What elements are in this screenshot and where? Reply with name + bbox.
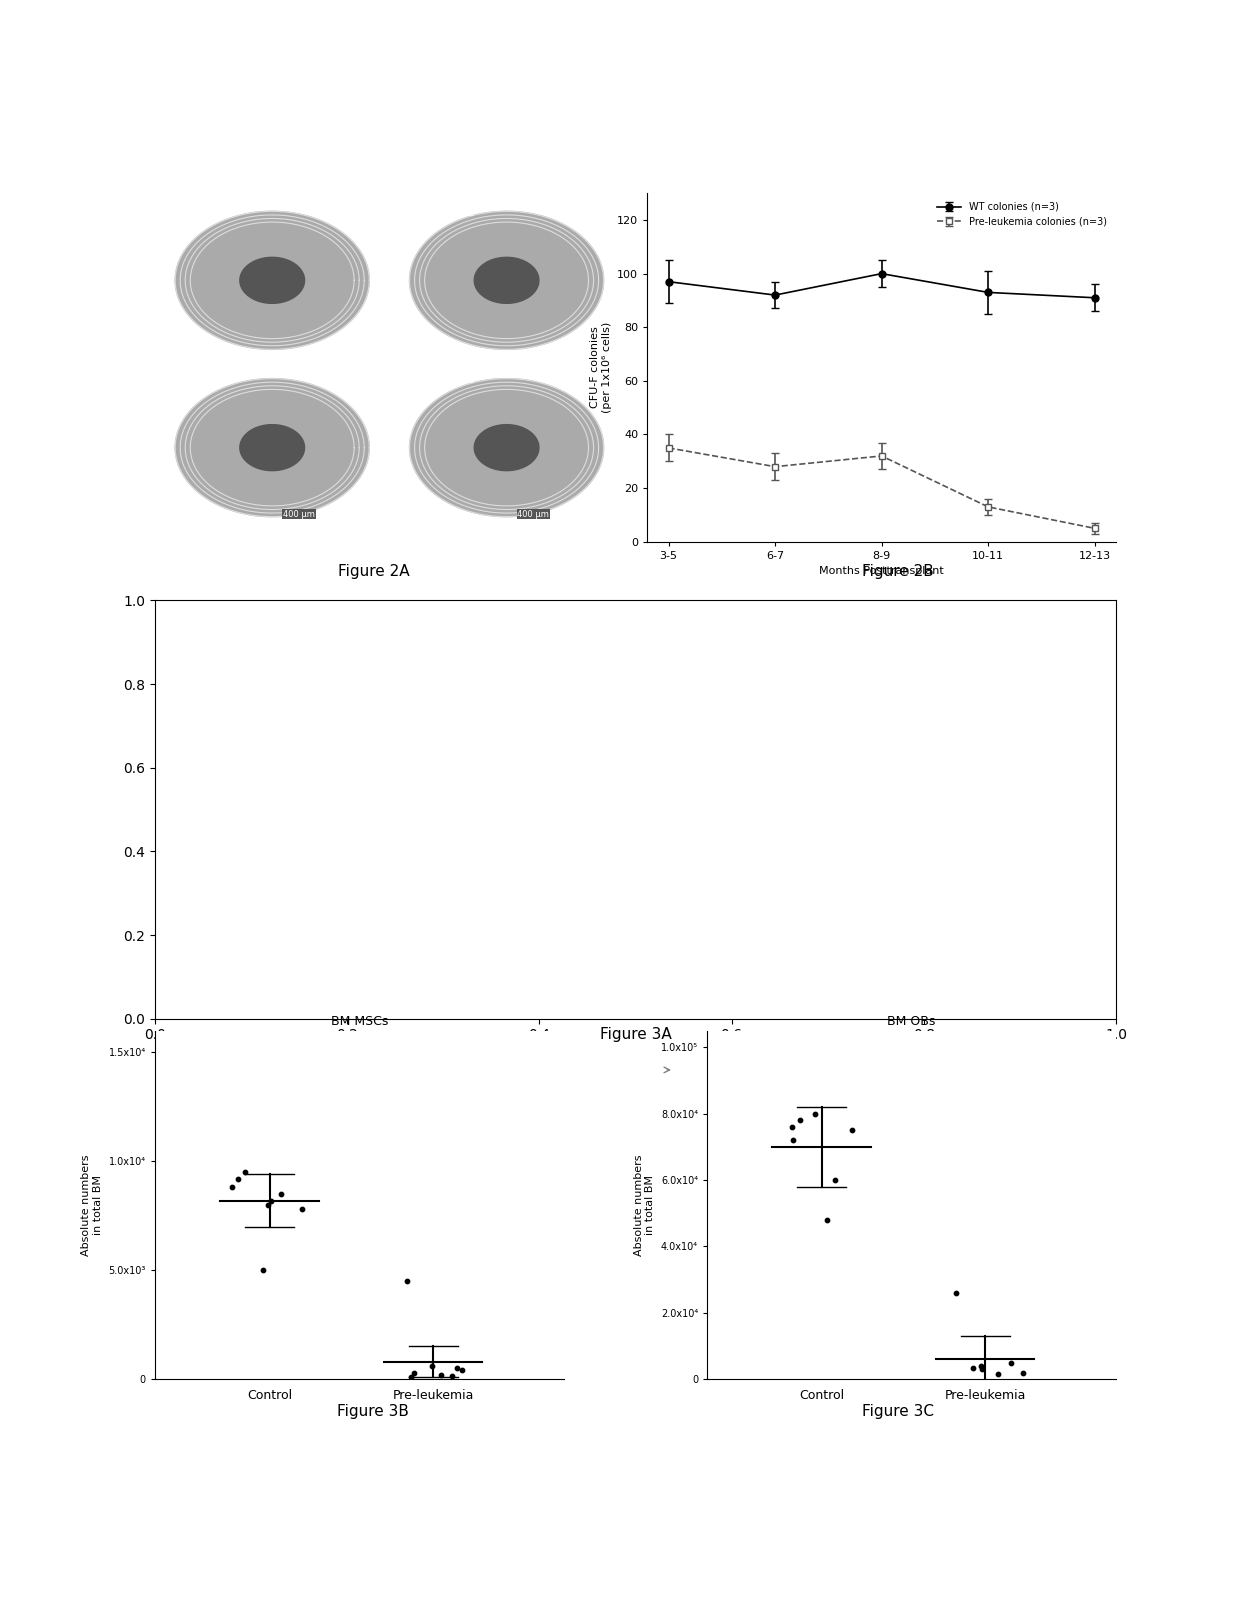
Point [236,1159,255,1185]
Y-axis label: Absolute numbers
in total BM: Absolute numbers in total BM [82,1154,103,1256]
Point [260,1188,280,1214]
Text: Control mouse: Control mouse [590,644,681,657]
Point [805,1101,825,1127]
Point [443,1364,463,1389]
Title: BM MSCs: BM MSCs [331,1014,388,1029]
Point [784,1127,804,1153]
Point [825,1167,844,1193]
Point [448,1356,467,1381]
Text: Figure 2A: Figure 2A [337,564,409,578]
Point [293,1196,312,1222]
Text: Figure 2B: Figure 2B [862,564,934,578]
Point [422,1352,441,1378]
Point [842,1117,862,1143]
Text: DAPI⁻: DAPI⁻ [227,850,255,860]
Point [1001,1349,1021,1375]
Point [222,1175,242,1201]
Point [781,1114,801,1140]
Point [1013,1359,1033,1385]
Point [258,1191,278,1217]
Point [988,1362,1008,1388]
Y-axis label: Absolute numbers
in total BM: Absolute numbers in total BM [634,1154,655,1256]
Point [791,1108,811,1133]
Point [817,1208,837,1233]
Point [272,1182,291,1208]
Point [253,1257,273,1283]
Point [963,1354,983,1380]
Title: BM OBs: BM OBs [888,1014,936,1029]
Y-axis label: CFU-F colonies
(per 1x10⁶ cells): CFU-F colonies (per 1x10⁶ cells) [590,322,611,414]
Legend: WT colonies (n=3), Pre-leukemia colonies (n=3): WT colonies (n=3), Pre-leukemia colonies… [934,198,1111,230]
Point [228,1166,248,1191]
Point [401,1364,420,1389]
X-axis label: Months Posttransplant: Months Posttransplant [820,567,944,576]
Text: Pre-leukemia mouse: Pre-leukemia mouse [572,837,699,850]
Point [971,1352,991,1378]
Point [404,1360,424,1386]
Text: Figure 3B: Figure 3B [337,1404,409,1420]
Point [451,1357,471,1383]
Text: Figure 3A: Figure 3A [600,1027,671,1042]
Point [946,1280,966,1306]
Text: DAPI⁻: DAPI⁻ [227,657,255,668]
Point [398,1269,418,1294]
Point [432,1362,451,1388]
Text: Figure 3C: Figure 3C [862,1404,934,1420]
Point [972,1356,992,1381]
